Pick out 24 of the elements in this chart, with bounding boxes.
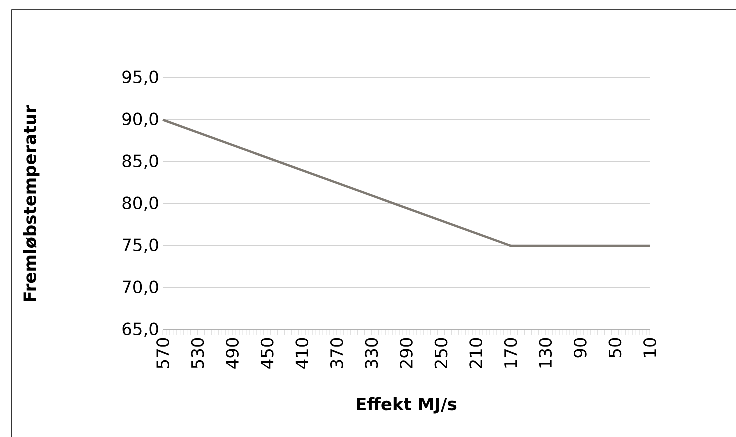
x-tick-label: 250	[434, 338, 448, 368]
y-tick-label: 65,0	[122, 322, 158, 338]
x-tick-label: 50	[608, 338, 622, 358]
x-tick-label: 130	[539, 338, 552, 368]
x-axis-title: Effekt MJ/s	[357, 397, 457, 414]
x-tick-label: 330	[365, 338, 378, 368]
x-tick-label: 450	[260, 338, 274, 369]
x-tick-label: 530	[191, 338, 204, 368]
x-tick-label: 90	[574, 338, 587, 358]
y-tick-label: 80,0	[122, 196, 158, 212]
x-tick-label: 10	[644, 338, 656, 357]
x-tick-label: 170	[504, 338, 518, 368]
y-tick-label: 90,0	[122, 112, 158, 128]
y-tick-label: 75,0	[123, 238, 158, 254]
x-tick-label: 370	[330, 338, 344, 368]
x-tick-label: 410	[296, 338, 309, 369]
x-tick-label: 570	[156, 338, 170, 368]
x-tick-label: 290	[400, 338, 413, 368]
y-tick-label: 70,0	[123, 280, 158, 296]
y-axis-title: Fremløbstemperatur	[23, 105, 40, 302]
x-tick-label: 210	[470, 338, 482, 368]
y-tick-label: 85,0	[122, 154, 158, 170]
y-tick-label: 95,0	[122, 70, 158, 86]
x-tick-label: 490	[226, 338, 239, 369]
